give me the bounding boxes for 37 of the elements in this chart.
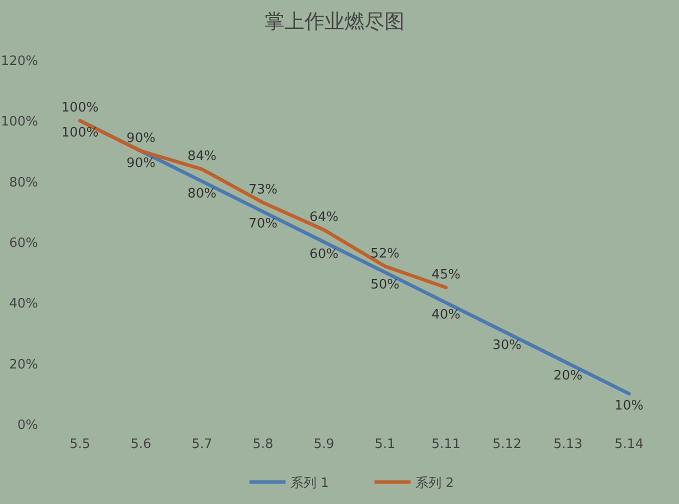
data-label: 50%: [370, 277, 400, 292]
data-label: 90%: [126, 156, 156, 171]
data-label: 73%: [248, 182, 278, 198]
legend-label: 系列 2: [416, 476, 454, 491]
x-tick-label: 5.5: [70, 437, 90, 452]
y-tick-label: 0%: [17, 418, 38, 433]
x-tick-label: 5.13: [554, 437, 582, 452]
data-label: 84%: [188, 149, 216, 164]
data-label: 60%: [310, 247, 338, 262]
x-tick-label: 5.14: [614, 437, 644, 452]
data-label: 70%: [248, 216, 278, 232]
x-tick-label: 5.9: [314, 437, 334, 452]
data-label: 30%: [492, 338, 522, 353]
data-label: 40%: [432, 308, 460, 323]
y-tick-label: 60%: [9, 236, 38, 251]
x-tick-label: 5.11: [432, 437, 460, 452]
data-label: 64%: [310, 210, 338, 225]
y-tick-label: 100%: [0, 114, 38, 130]
data-label: 45%: [432, 268, 460, 282]
y-tick-label: 40%: [9, 296, 38, 312]
x-tick-label: 5.1: [374, 437, 396, 452]
y-tick-label: 80%: [9, 175, 38, 190]
data-label: 52%: [370, 246, 400, 262]
data-label: 90%: [126, 131, 156, 146]
x-tick-label: 5.8: [252, 437, 274, 452]
chart-title: 掌上作业燃尽图: [264, 9, 404, 33]
y-tick-label: 120%: [0, 54, 38, 69]
data-label: 20%: [554, 368, 582, 384]
data-label: 100%: [61, 126, 99, 141]
legend-label: 系列 1: [290, 476, 329, 491]
x-tick-label: 5.12: [492, 437, 522, 452]
x-tick-label: 5.6: [130, 437, 152, 452]
data-label: 80%: [188, 186, 216, 202]
y-tick-label: 20%: [9, 357, 38, 372]
x-tick-label: 5.7: [192, 437, 212, 452]
data-label: 10%: [614, 398, 644, 414]
data-label: 100%: [61, 100, 99, 116]
